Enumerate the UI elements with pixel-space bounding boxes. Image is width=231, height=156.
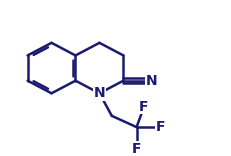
Text: N: N xyxy=(145,74,157,88)
Text: N: N xyxy=(94,86,105,100)
Text: F: F xyxy=(155,120,165,134)
Text: F: F xyxy=(132,142,141,156)
Text: F: F xyxy=(139,100,149,114)
